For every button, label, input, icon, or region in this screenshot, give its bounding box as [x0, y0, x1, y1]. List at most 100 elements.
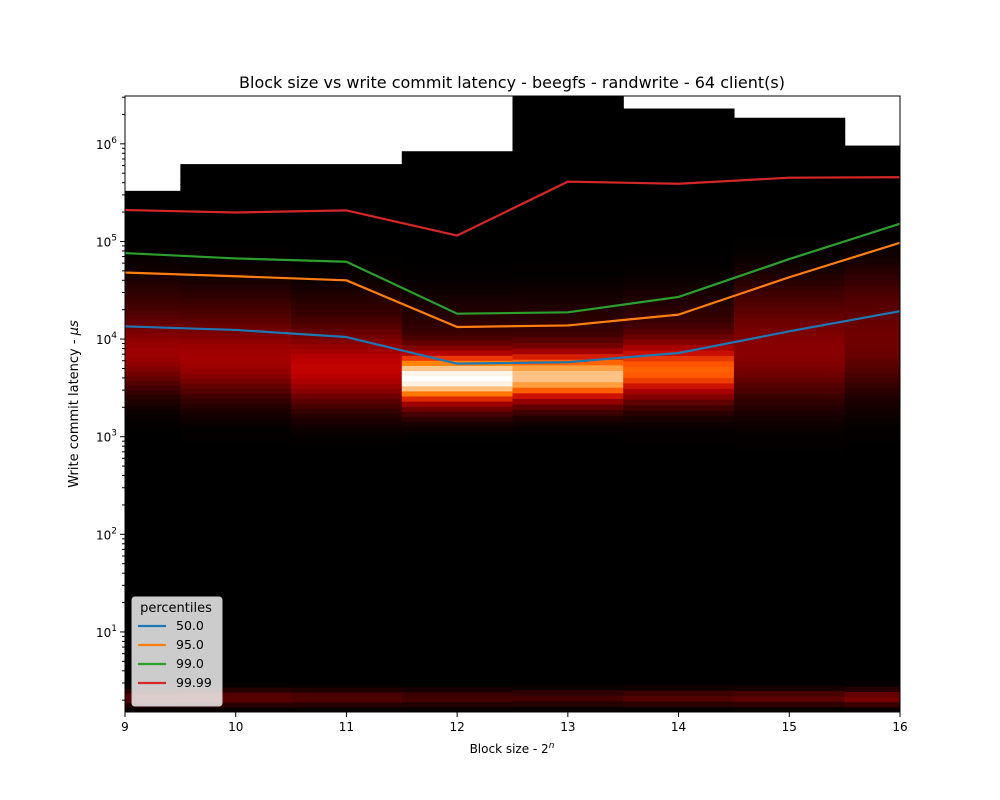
heatmap-cell	[623, 262, 735, 269]
heatmap-cell	[180, 607, 292, 613]
heatmap-cell	[512, 566, 624, 573]
heatmap-cell	[180, 253, 292, 260]
heatmap-cell	[623, 278, 735, 285]
heatmap-cell	[401, 446, 514, 453]
heatmap-cell	[844, 691, 900, 698]
heatmap-cell	[623, 465, 735, 472]
heatmap-cell	[291, 467, 403, 474]
heatmap-cell	[125, 228, 181, 235]
heatmap-cell	[401, 457, 514, 463]
heatmap-cell	[623, 256, 735, 263]
heatmap-cell	[291, 577, 403, 584]
x-tick-label: 10	[228, 720, 243, 734]
heatmap-cell	[844, 655, 900, 662]
heatmap-cell	[180, 368, 292, 374]
heatmap-cell	[844, 454, 900, 461]
heatmap-cell	[733, 425, 846, 432]
heatmap-cell	[401, 299, 514, 305]
y-tick-label: 105	[96, 233, 117, 249]
heatmap-cell	[844, 300, 900, 306]
heatmap-cell	[125, 389, 181, 396]
heatmap-cell	[512, 504, 624, 511]
heatmap-cell	[623, 218, 735, 225]
heatmap-cell	[844, 202, 900, 208]
heatmap-cell	[291, 557, 403, 564]
heatmap-cell	[401, 248, 514, 254]
heatmap-cell	[180, 363, 292, 369]
heatmap-cell	[733, 177, 846, 184]
heatmap-cell	[733, 247, 846, 254]
heatmap-cell	[291, 682, 403, 688]
heatmap-cell	[733, 528, 846, 535]
heatmap-cell	[291, 647, 403, 653]
heatmap-cell	[180, 507, 292, 514]
heatmap-cell	[844, 557, 900, 564]
heatmap-cell	[291, 607, 403, 613]
heatmap-cell	[291, 338, 403, 345]
heatmap-cell	[291, 213, 403, 220]
heatmap-cell	[844, 294, 900, 301]
heatmap-cell	[125, 351, 181, 358]
heatmap-cell	[125, 522, 181, 528]
heatmap-cell	[844, 593, 900, 600]
heatmap-cell	[401, 533, 514, 540]
heatmap-cell	[180, 467, 292, 474]
heatmap-cell	[401, 497, 514, 504]
heatmap-cell	[401, 186, 514, 193]
heatmap-column	[512, 96, 624, 712]
heatmap-cell	[733, 593, 846, 600]
heatmap-cell	[291, 293, 403, 300]
heatmap-cell	[844, 670, 900, 677]
heatmap-cell	[623, 415, 735, 422]
heatmap-cell	[125, 565, 181, 571]
heatmap-cell	[844, 207, 900, 214]
heatmap-cell	[291, 522, 403, 529]
heatmap-cell	[623, 525, 735, 532]
heatmap-cell	[623, 223, 735, 230]
heatmap-cell	[401, 411, 514, 417]
heatmap-cell	[125, 276, 181, 282]
heatmap-cell	[623, 454, 735, 461]
heatmap-cell	[623, 119, 735, 126]
heatmap-cell	[844, 222, 900, 229]
y-tick-label: 103	[96, 429, 117, 445]
heatmap-cell	[844, 681, 900, 687]
heatmap-cell	[733, 668, 846, 675]
heatmap-cell	[623, 662, 735, 669]
heatmap-cell	[512, 560, 624, 567]
series-line-50-0	[125, 310, 900, 365]
heatmap-cell	[401, 268, 514, 275]
heatmap-cell	[623, 284, 735, 291]
heatmap-cell	[512, 325, 624, 332]
heatmap-cell	[401, 676, 514, 683]
heatmap-cell	[623, 591, 735, 598]
heatmap-cell	[291, 482, 403, 489]
heatmap-cell	[733, 549, 846, 556]
heatmap-cell	[623, 114, 735, 121]
heatmap-cell	[125, 560, 181, 566]
heatmap-cell	[291, 562, 403, 569]
heatmap-cell	[401, 406, 514, 412]
heatmap-cell	[401, 599, 514, 606]
heatmap-cell	[125, 214, 181, 220]
heatmap-cell	[844, 258, 900, 265]
heatmap-cell	[125, 195, 181, 201]
heatmap-cell	[125, 588, 181, 595]
heatmap-cell	[401, 212, 514, 219]
heatmap	[125, 96, 900, 712]
heatmap-cell	[512, 487, 624, 495]
heatmap-cell	[512, 247, 624, 254]
heatmap-cell	[512, 191, 624, 198]
heatmap-cell	[844, 197, 900, 203]
heatmap-cell	[291, 547, 403, 554]
heatmap-cell	[512, 342, 624, 349]
heatmap-cell	[180, 697, 292, 703]
heatmap-cell	[733, 258, 846, 265]
heatmap-cell	[180, 248, 292, 255]
heatmap-cell	[512, 151, 624, 159]
heatmap-cell	[512, 252, 624, 259]
heatmap-cell	[125, 361, 181, 367]
heatmap-cell	[180, 443, 292, 449]
heatmap-cell	[844, 480, 900, 487]
heatmap-cell	[125, 441, 181, 448]
